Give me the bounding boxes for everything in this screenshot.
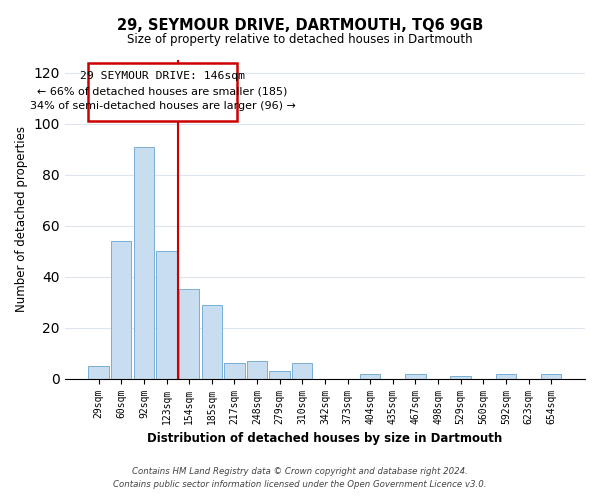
Text: 34% of semi-detached houses are larger (96) →: 34% of semi-detached houses are larger (… [29, 101, 295, 111]
Text: ← 66% of detached houses are smaller (185): ← 66% of detached houses are smaller (18… [37, 87, 288, 97]
Bar [269, 371, 290, 378]
Bar [224, 364, 245, 378]
Bar [134, 146, 154, 378]
Text: 29, SEYMOUR DRIVE, DARTMOUTH, TQ6 9GB: 29, SEYMOUR DRIVE, DARTMOUTH, TQ6 9GB [117, 18, 483, 32]
Bar [360, 374, 380, 378]
Bar [179, 290, 199, 378]
Bar [541, 374, 562, 378]
Bar [111, 241, 131, 378]
X-axis label: Distribution of detached houses by size in Dartmouth: Distribution of detached houses by size … [147, 432, 503, 445]
Bar [88, 366, 109, 378]
Bar [202, 305, 222, 378]
Bar [247, 361, 267, 378]
Y-axis label: Number of detached properties: Number of detached properties [15, 126, 28, 312]
Text: Contains HM Land Registry data © Crown copyright and database right 2024.
Contai: Contains HM Land Registry data © Crown c… [113, 468, 487, 489]
Bar [292, 364, 313, 378]
Bar [405, 374, 425, 378]
Bar [88, 62, 236, 121]
Bar [451, 376, 471, 378]
Text: 29 SEYMOUR DRIVE: 146sqm: 29 SEYMOUR DRIVE: 146sqm [80, 72, 245, 82]
Bar [157, 251, 176, 378]
Bar [496, 374, 516, 378]
Text: Size of property relative to detached houses in Dartmouth: Size of property relative to detached ho… [127, 32, 473, 46]
